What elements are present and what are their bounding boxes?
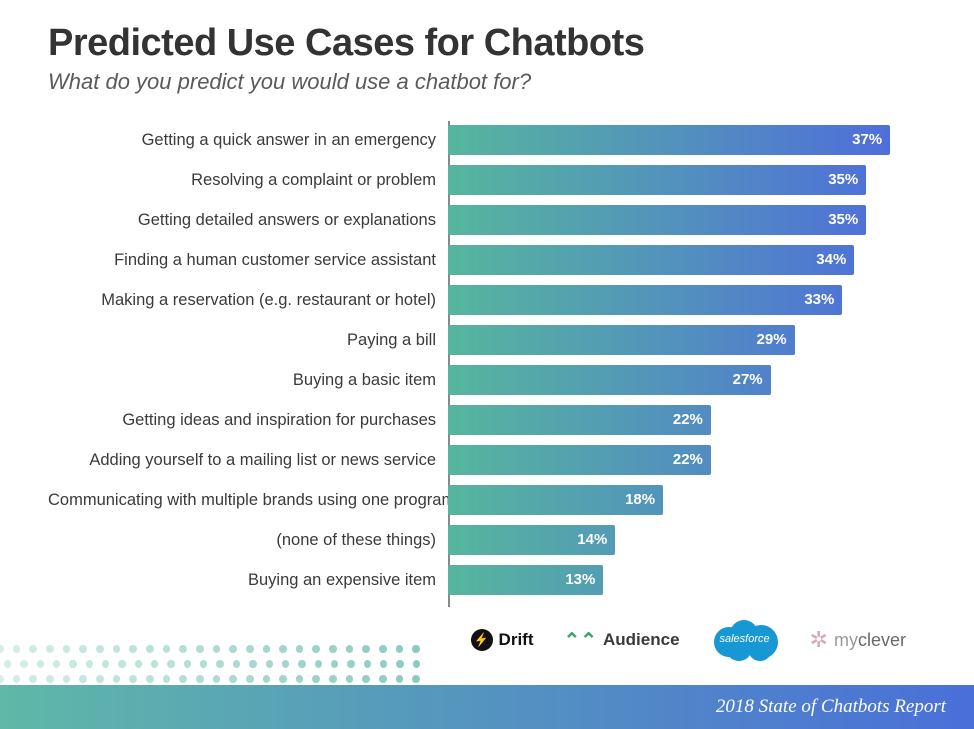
chart-row: Getting ideas and inspiration for purcha… bbox=[48, 403, 926, 437]
bar: 22% bbox=[448, 405, 711, 435]
chart-row: Getting detailed answers or explanations… bbox=[48, 203, 926, 237]
value-label: 29% bbox=[757, 325, 787, 355]
chart-row: Buying a basic item 27% bbox=[48, 363, 926, 397]
chart-row: Buying an expensive item 13% bbox=[48, 563, 926, 597]
category-label: Finding a human customer service assista… bbox=[48, 251, 448, 270]
salesforce-icon: salesforce bbox=[710, 617, 780, 663]
audience-icon: ⌃⌃ bbox=[564, 628, 598, 653]
value-label: 18% bbox=[625, 485, 655, 515]
category-label: Paying a bill bbox=[48, 331, 448, 350]
value-label: 13% bbox=[565, 565, 595, 595]
audience-logo: ⌃⌃ Audience bbox=[564, 628, 680, 653]
drift-logo: ⚡ Drift bbox=[471, 629, 534, 651]
bar-track: 34% bbox=[448, 245, 926, 275]
chart-row: (none of these things) 14% bbox=[48, 523, 926, 557]
page: Predicted Use Cases for Chatbots What do… bbox=[0, 0, 974, 729]
bar-track: 35% bbox=[448, 165, 926, 195]
value-label: 33% bbox=[804, 285, 834, 315]
chart-row: Getting a quick answer in an emergency 37… bbox=[48, 123, 926, 157]
chart-row: Resolving a complaint or problem 35% bbox=[48, 163, 926, 197]
drift-icon: ⚡ bbox=[471, 629, 493, 651]
bar-chart: Getting a quick answer in an emergency 37… bbox=[48, 123, 926, 597]
bar-track: 33% bbox=[448, 285, 926, 315]
bar-track: 22% bbox=[448, 405, 926, 435]
category-label: Getting a quick answer in an emergency bbox=[48, 131, 448, 150]
value-label: 35% bbox=[828, 165, 858, 195]
footer-bar: 2018 State of Chatbots Report bbox=[0, 685, 974, 729]
logo-row: ⚡ Drift ⌃⌃ Audience salesforce ✲ my bbox=[48, 617, 926, 663]
bar-track: 35% bbox=[448, 205, 926, 235]
bar-track: 18% bbox=[448, 485, 926, 515]
chart-subtitle: What do you predict you would use a chat… bbox=[48, 69, 926, 95]
value-label: 35% bbox=[828, 205, 858, 235]
value-label: 37% bbox=[852, 125, 882, 155]
audience-label: Audience bbox=[603, 630, 680, 650]
category-label: Communicating with multiple brands using… bbox=[48, 491, 448, 510]
bar: 34% bbox=[448, 245, 854, 275]
chart-row: Communicating with multiple brands using… bbox=[48, 483, 926, 517]
value-label: 22% bbox=[673, 405, 703, 435]
drift-label: Drift bbox=[499, 630, 534, 650]
value-label: 22% bbox=[673, 445, 703, 475]
category-label: Getting detailed answers or explanations bbox=[48, 211, 448, 230]
value-label: 34% bbox=[816, 245, 846, 275]
category-label: Buying a basic item bbox=[48, 371, 448, 390]
bar: 29% bbox=[448, 325, 795, 355]
footer-text: 2018 State of Chatbots Report bbox=[716, 696, 946, 718]
value-label: 27% bbox=[733, 365, 763, 395]
chart-row: Finding a human customer service assista… bbox=[48, 243, 926, 277]
bar: 14% bbox=[448, 525, 615, 555]
category-label: Making a reservation (e.g. restaurant or… bbox=[48, 291, 448, 310]
chart-title: Predicted Use Cases for Chatbots bbox=[48, 22, 926, 65]
category-label: Adding yourself to a mailing list or new… bbox=[48, 451, 448, 470]
salesforce-logo: salesforce bbox=[710, 617, 780, 663]
chart-row: Making a reservation (e.g. restaurant or… bbox=[48, 283, 926, 317]
bar: 35% bbox=[448, 165, 866, 195]
category-label: Getting ideas and inspiration for purcha… bbox=[48, 411, 448, 430]
chart-row: Paying a bill 29% bbox=[48, 323, 926, 357]
value-label: 14% bbox=[577, 525, 607, 555]
bar-track: 37% bbox=[448, 125, 926, 155]
salesforce-label: salesforce bbox=[710, 633, 780, 645]
myclever-icon: ✲ bbox=[810, 627, 828, 653]
bar-track: 13% bbox=[448, 565, 926, 595]
bar: 27% bbox=[448, 365, 771, 395]
content-area: Predicted Use Cases for Chatbots What do… bbox=[0, 0, 974, 663]
bar-track: 22% bbox=[448, 445, 926, 475]
myclever-logo: ✲ myclever bbox=[810, 627, 906, 653]
bar: 37% bbox=[448, 125, 890, 155]
chart-row: Adding yourself to a mailing list or new… bbox=[48, 443, 926, 477]
bar: 22% bbox=[448, 445, 711, 475]
bar: 33% bbox=[448, 285, 842, 315]
category-label: Buying an expensive item bbox=[48, 571, 448, 590]
bar: 18% bbox=[448, 485, 663, 515]
category-label: Resolving a complaint or problem bbox=[48, 171, 448, 190]
category-label: (none of these things) bbox=[48, 531, 448, 550]
bar-track: 29% bbox=[448, 325, 926, 355]
myclever-label: myclever bbox=[834, 630, 906, 651]
bar: 35% bbox=[448, 205, 866, 235]
bar-track: 27% bbox=[448, 365, 926, 395]
bar: 13% bbox=[448, 565, 603, 595]
bar-track: 14% bbox=[448, 525, 926, 555]
